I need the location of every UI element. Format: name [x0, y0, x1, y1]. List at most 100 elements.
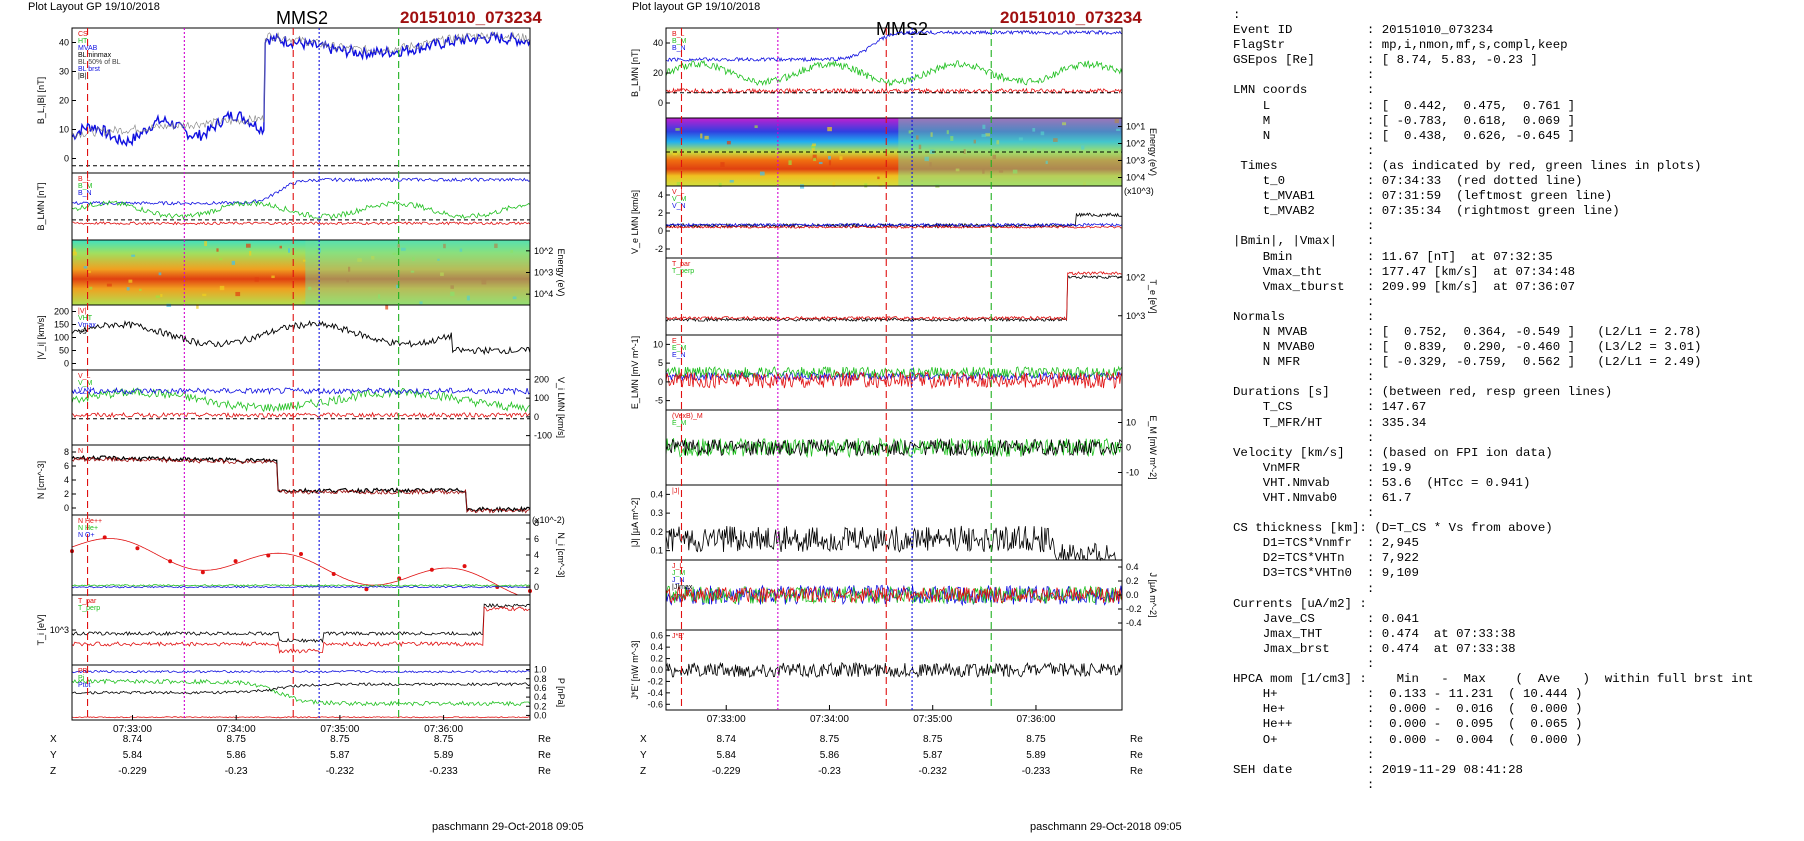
ephemeris-unit: Re: [538, 750, 551, 761]
series-line-green: [71, 584, 531, 587]
spectrogram-pixel: [827, 126, 832, 132]
y-tick-label: 0: [658, 226, 663, 236]
spectrogram-pixel: [759, 171, 765, 176]
legend-entry: MVAB: [78, 45, 98, 52]
summary-line: D2=TCS*VHTn : 7,922: [1233, 551, 1419, 566]
spectrogram-pixel: [494, 243, 498, 249]
ephemeris-value: 5.87: [923, 750, 943, 761]
summary-line: :: [1233, 430, 1375, 445]
summary-line: D1=TCS*Vnmfr : 2,945: [1233, 536, 1419, 551]
spectrogram-pixel: [981, 134, 987, 138]
ephemeris-unit: Re: [1130, 734, 1143, 745]
legend-entry: J_N: [672, 577, 684, 584]
legend-entry: N He++: [78, 518, 102, 525]
y-tick-label: 5: [658, 358, 663, 368]
spectrogram-pixel: [271, 275, 275, 279]
series-line-red: [71, 538, 530, 596]
y-tick-label: 2: [658, 208, 663, 218]
series-line-black: [665, 525, 1123, 562]
series-line-black: [71, 320, 531, 356]
spectrogram-pixel: [720, 162, 725, 167]
series-line-green: [71, 199, 531, 221]
data-point: [168, 559, 173, 564]
series-line-green: [665, 585, 1123, 605]
y-tick-label: 20: [653, 68, 663, 78]
spectrogram-pixel: [419, 301, 423, 305]
ephemeris-value: -0.232: [919, 766, 948, 777]
ephemeris-value: 8.74: [716, 734, 736, 745]
ephemeris-value: 8.75: [434, 734, 454, 745]
spectrogram-pixel: [466, 295, 470, 301]
series-line-blue: [71, 585, 531, 589]
summary-line: L : [ 0.442, 0.475, 0.761 ]: [1233, 98, 1576, 113]
event-id-title-right: 20151010_073234: [1000, 8, 1142, 27]
summary-line: :: [1233, 219, 1375, 234]
spectrogram-pixel: [877, 176, 880, 180]
series-line-red: [71, 606, 531, 654]
legend-entry: V_N: [78, 387, 92, 394]
y-tick-label: 200: [54, 307, 69, 317]
legend-entry: B_L: [672, 31, 685, 38]
spectrogram-pixel: [139, 288, 142, 291]
series-line-black: [71, 602, 531, 644]
series-line-gray: [71, 30, 531, 139]
y-tick-label: 0: [534, 412, 539, 422]
y-tick-label: -0.2: [647, 676, 663, 686]
spectrogram-pixel: [76, 256, 81, 260]
ephemeris-value: 8.75: [923, 734, 943, 745]
data-point: [364, 587, 369, 592]
ephemeris-value: 5.87: [330, 750, 350, 761]
ephemeris-value: -0.23: [225, 766, 248, 777]
spectrogram-pixel: [155, 295, 160, 298]
summary-line: :: [1233, 747, 1375, 762]
spectrogram-pixel: [1062, 122, 1067, 126]
y-tick-label: 0.4: [1126, 562, 1139, 572]
legend-entry: BL brst: [78, 66, 100, 73]
y-tick-label: 1.0: [534, 665, 547, 675]
summary-line: Normals :: [1233, 309, 1375, 324]
spectrogram-pixel: [400, 247, 406, 251]
ephemeris-value: -0.229: [712, 766, 741, 777]
panel-absJ: 0.1 0.2 0.3 0.4 |J| [μA m^-2] |J|: [630, 484, 1123, 562]
summary-line: Jave_CS : 0.041: [1233, 611, 1419, 626]
summary-line: H+ : 0.133 - 11.231 ( 10.444 ): [1233, 687, 1583, 702]
plot-header-left: Plot Layout GP 19/10/2018: [28, 1, 160, 13]
spectrogram-pixel: [196, 303, 199, 309]
ephemeris-label: Z: [50, 766, 56, 777]
y-axis-label: E_LMN [mV m^-1]: [630, 336, 640, 409]
time-tick-label: 07:33:00: [113, 724, 152, 735]
y-tick-label: 0: [658, 98, 663, 108]
spectrogram-pixel: [392, 252, 396, 255]
spectrogram-pixel: [955, 168, 960, 172]
y-tick-label: 10^1: [1126, 122, 1145, 132]
time-tick-label: 07:34:00: [810, 714, 849, 725]
spectrogram-pixel: [459, 248, 463, 252]
y-tick-label: 0: [658, 377, 663, 387]
y-axis-label: |V_i| [km/s]: [36, 315, 46, 359]
ephemeris-value: -0.229: [118, 766, 147, 777]
y-tick-label: 10: [1126, 418, 1136, 428]
legend-entry: E_N: [672, 352, 686, 359]
spectrogram-pixel: [726, 140, 731, 145]
summary-line: VHT.Nmvab0 : 61.7: [1233, 491, 1412, 505]
y-tick-label: 10: [653, 339, 663, 349]
spectrogram-pixel: [512, 296, 517, 300]
y-tick-label: -0.4: [1126, 618, 1142, 628]
legend-entry: V_N: [672, 203, 686, 210]
summary-line: He+ : 0.000 - 0.016 ( 0.000 ): [1233, 702, 1583, 717]
summary-line: Jmax_THT : 0.474 at 07:33:38: [1233, 626, 1516, 641]
axis-multiplier: (x10^3): [1124, 186, 1154, 196]
time-tick-label: 07:34:00: [217, 724, 256, 735]
ephemeris-value: -0.232: [326, 766, 355, 777]
summary-line: CS thickness [km]: (D=T_CS * Vs from abo…: [1233, 521, 1553, 536]
y-tick-label: 0.2: [650, 654, 663, 664]
y-tick-label: 10^3: [1126, 311, 1145, 321]
spectrogram-pixel: [1053, 138, 1058, 142]
summary-line: :: [1233, 657, 1375, 672]
legend-entry: Ptot: [78, 682, 91, 689]
spectrogram-pixel: [254, 277, 259, 282]
series-line-red: [665, 271, 1123, 321]
panel-ionspec: 10^4 10^3 10^2 Energy (eV): [71, 239, 566, 310]
